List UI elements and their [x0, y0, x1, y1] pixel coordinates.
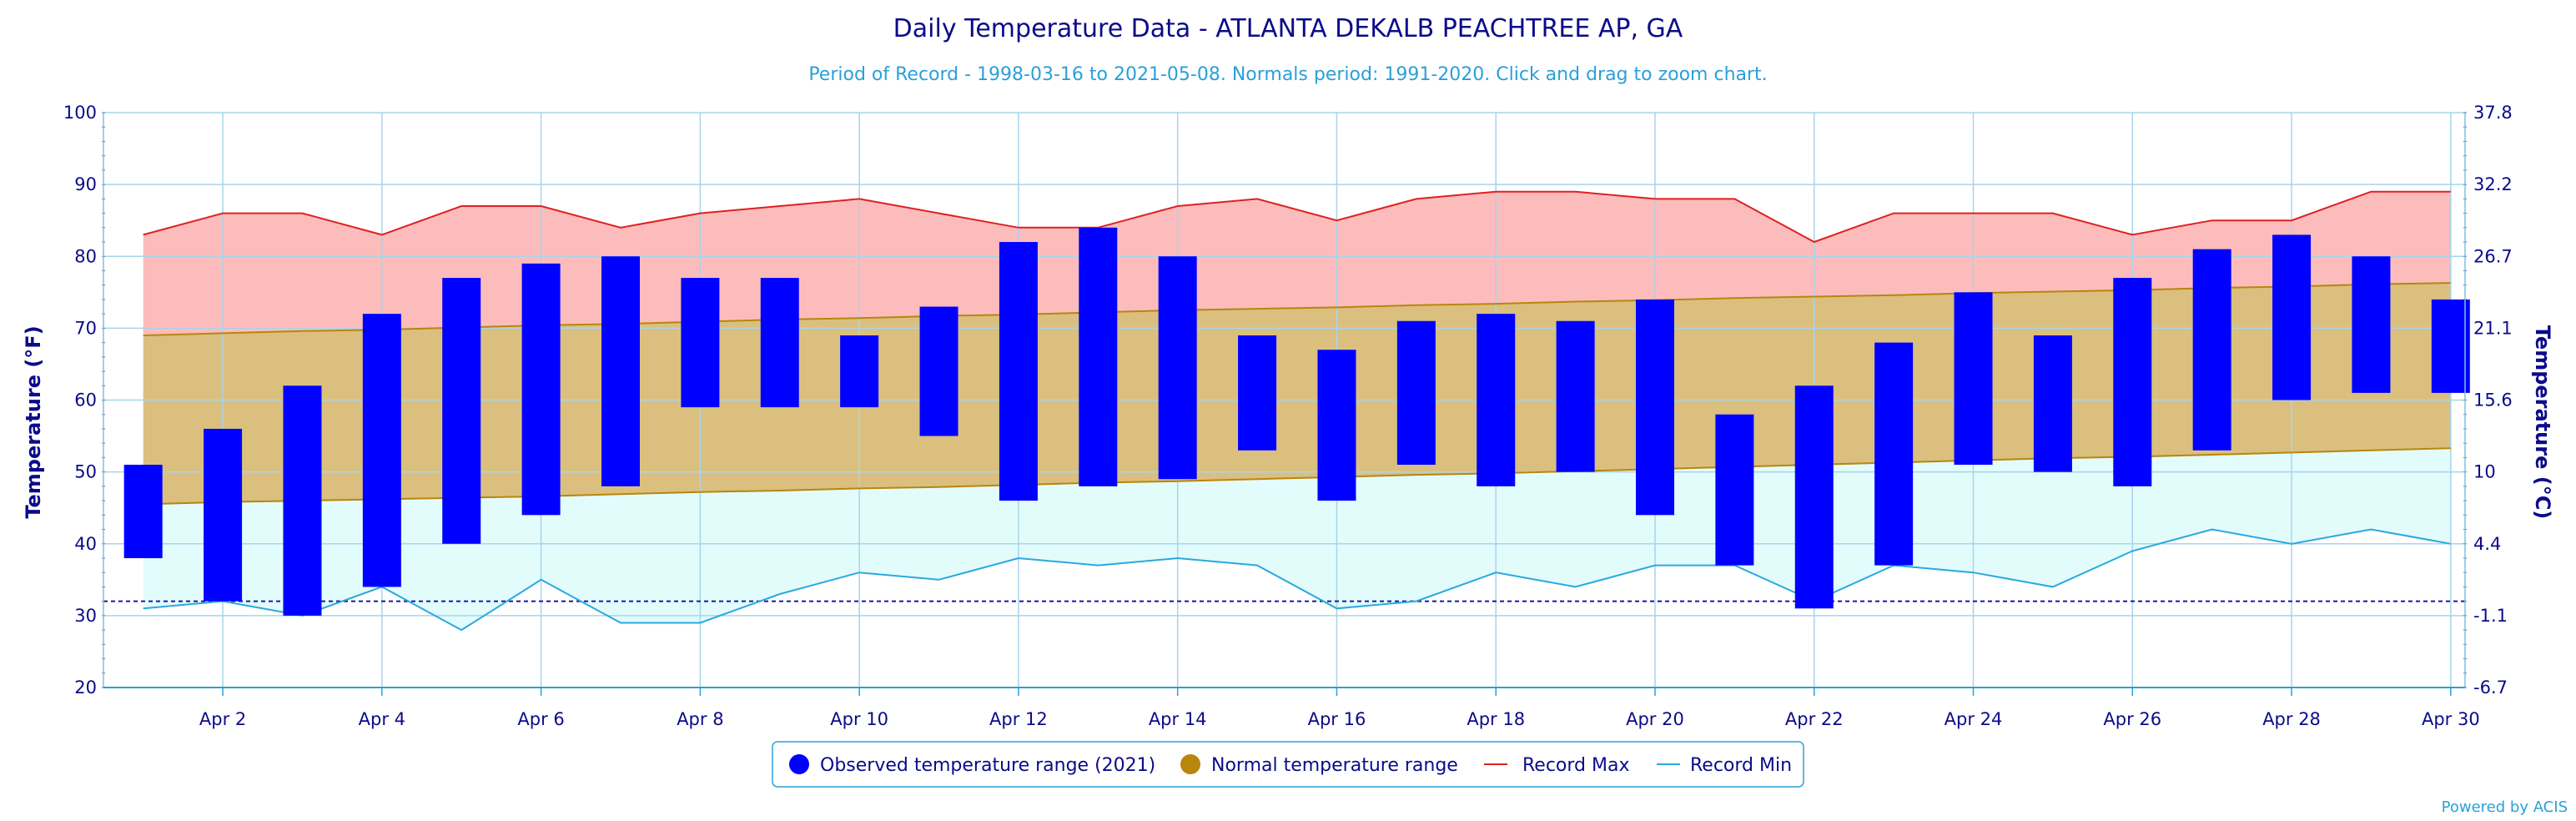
chart-title: Daily Temperature Data - ATLANTA DEKALB … [893, 14, 1683, 43]
observed-bar [1635, 299, 1674, 516]
x-tick-label: Apr 12 [989, 709, 1048, 729]
x-tick-label: Apr 24 [1945, 709, 2003, 729]
observed-bar [1794, 385, 1834, 609]
observed-bar [2113, 278, 2152, 486]
x-tick-label: Apr 22 [1785, 709, 1844, 729]
observed-bar [2431, 299, 2470, 393]
observed-bar [840, 335, 879, 408]
legend[interactable]: Observed temperature range (2021) Normal … [772, 741, 1804, 788]
observed-bar [1556, 320, 1595, 472]
y-tick-right: 37.8 [2473, 103, 2513, 123]
observed-bar [999, 242, 1038, 501]
x-tick-label: Apr 26 [2103, 709, 2161, 729]
legend-label: Observed temperature range (2021) [820, 755, 1155, 776]
record-min-line [143, 528, 2451, 632]
record-max-line [143, 190, 2451, 244]
observed-bar [1317, 350, 1356, 501]
observed-bar [123, 465, 163, 558]
observed-bar [1238, 335, 1277, 451]
observed-bar [1396, 320, 1436, 466]
observed-bar [681, 278, 720, 408]
record-max-band [143, 191, 2451, 335]
observed-bar [442, 278, 481, 544]
legend-item[interactable]: Record Max [1484, 755, 1630, 776]
observed-bar [1079, 227, 1118, 486]
observed-bar [601, 256, 640, 486]
plot-area[interactable]: 20 30 40 50 60 70 80 90 100 -6.7 -1.1 4.4 10 15.6 21.1… [63, 103, 2513, 729]
normal-range-band [143, 283, 2451, 505]
y-tick-left: 50 [74, 462, 97, 482]
y-tick-right: -6.7 [2473, 677, 2508, 698]
observed-bar [1715, 414, 1754, 566]
x-tick-label: Apr 10 [830, 709, 888, 729]
y-tick-left: 80 [74, 246, 97, 266]
legend-symbol [789, 754, 809, 774]
y-tick-right: 15.6 [2473, 390, 2513, 410]
y-tick-left: 70 [74, 318, 97, 338]
y-tick-right: 21.1 [2473, 318, 2513, 338]
x-tick-label: Apr 30 [2422, 709, 2480, 729]
chart-subtitle: Period of Record - 1998-03-16 to 2021-05… [808, 64, 1767, 85]
observed-bar [1158, 256, 1197, 480]
legend-label: Normal temperature range [1211, 755, 1458, 776]
y-tick-left: 90 [74, 174, 97, 194]
observed-bar [2192, 249, 2231, 451]
observed-bar [2352, 256, 2391, 393]
y-tick-left: 60 [74, 390, 97, 410]
x-tick-label: Apr 2 [199, 709, 246, 729]
observed-bar [919, 306, 958, 436]
observed-bar [1954, 292, 1993, 466]
x-tick-label: Apr 8 [677, 709, 723, 729]
observed-bar [2033, 335, 2072, 472]
observed-bar [1477, 314, 1516, 486]
legend-symbol [1180, 754, 1200, 774]
legend-item[interactable]: Normal temperature range [1180, 754, 1458, 776]
legend-label: Record Min [1690, 755, 1792, 776]
y-tick-left: 40 [74, 534, 97, 554]
x-tick-label: Apr 16 [1308, 709, 1366, 729]
legend-label: Record Max [1522, 755, 1630, 776]
observed-bar [204, 428, 243, 602]
y-tick-right: -1.1 [2473, 606, 2508, 626]
observed-bar [283, 385, 322, 616]
record-min-band [143, 448, 2451, 631]
y-axis-right-title: Temperature (°C) [2531, 325, 2554, 520]
observed-bar [521, 263, 561, 516]
y-tick-left: 100 [63, 103, 97, 123]
x-tick-label: Apr 28 [2262, 709, 2321, 729]
y-axis-left-title: Temperature (°F) [22, 325, 45, 518]
y-tick-right: 26.7 [2473, 246, 2513, 266]
y-tick-right: 10 [2473, 462, 2496, 482]
y-tick-right: 4.4 [2473, 534, 2501, 554]
legend-item[interactable]: Observed temperature range (2021) [789, 754, 1155, 776]
y-tick-right: 32.2 [2473, 174, 2513, 194]
observed-bar [1874, 342, 1914, 566]
x-tick-label: Apr 14 [1149, 709, 1207, 729]
legend-box [772, 741, 1804, 788]
x-tick-label: Apr 6 [517, 709, 564, 729]
legend-item[interactable]: Record Min [1657, 755, 1792, 776]
observed-bar [2272, 234, 2312, 400]
observed-bar [760, 278, 799, 408]
observed-bar [362, 314, 401, 587]
x-tick-label: Apr 20 [1626, 709, 1684, 729]
y-tick-left: 30 [74, 606, 97, 626]
credit-text[interactable]: Powered by ACIS [2442, 798, 2568, 816]
x-tick-label: Apr 18 [1467, 709, 1525, 729]
y-tick-left: 20 [74, 677, 97, 698]
x-tick-label: Apr 4 [359, 709, 405, 729]
